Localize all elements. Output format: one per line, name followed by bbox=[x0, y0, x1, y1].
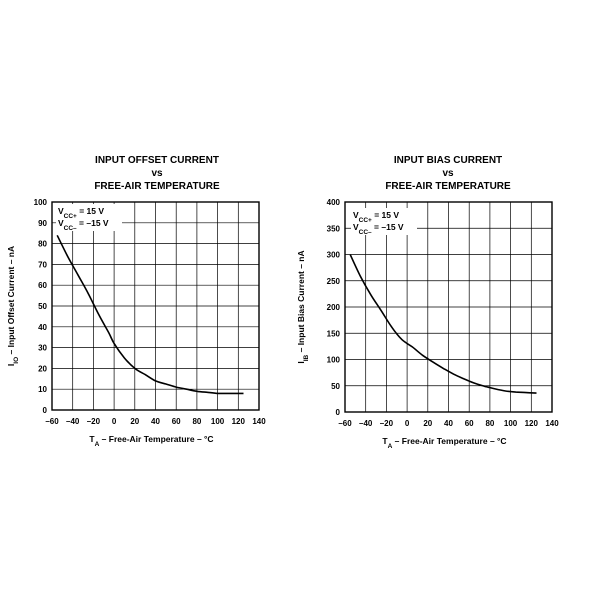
x-tick-label: –60 bbox=[338, 419, 352, 428]
x-axis-label-main: T bbox=[89, 434, 95, 444]
plot-frame bbox=[344, 201, 553, 413]
annotation-background bbox=[351, 208, 417, 235]
chart-title-line-3: FREE-AIR TEMPERATURE bbox=[94, 181, 220, 192]
supply-annotation-positive-subscript: CC+ bbox=[64, 213, 77, 220]
x-tick-label: 140 bbox=[252, 417, 266, 426]
y-tick-label: 50 bbox=[331, 382, 340, 391]
x-axis-label-rest: – Free-Air Temperature – °C bbox=[99, 434, 213, 444]
y-tick-label: 200 bbox=[327, 303, 341, 312]
y-tick-label: 40 bbox=[38, 323, 47, 332]
x-tick-label: 0 bbox=[112, 417, 117, 426]
supply-annotation-positive-rest: = 15 V bbox=[372, 210, 400, 220]
x-axis-label-subscript: A bbox=[388, 443, 393, 450]
y-tick-label: 100 bbox=[34, 198, 48, 207]
y-axis-label-main: I bbox=[6, 364, 16, 366]
y-tick-label: 70 bbox=[38, 260, 47, 269]
supply-annotation-negative-main: V bbox=[58, 218, 64, 228]
y-tick-label: 50 bbox=[38, 302, 47, 311]
x-axis-label-subscript: A bbox=[95, 441, 100, 448]
plot-frame bbox=[51, 201, 260, 411]
chart-title-line-2: vs bbox=[442, 168, 454, 179]
x-tick-label: 80 bbox=[485, 419, 494, 428]
x-tick-label: 20 bbox=[130, 417, 139, 426]
x-axis-label: TA – Free-Air Temperature – °C bbox=[382, 436, 506, 450]
x-tick-label: –20 bbox=[87, 417, 101, 426]
x-tick-label: –40 bbox=[66, 417, 80, 426]
y-axis-label-subscript: IO bbox=[13, 357, 20, 364]
x-axis-label-rest: – Free-Air Temperature – °C bbox=[392, 436, 506, 446]
supply-annotation-positive-subscript: CC+ bbox=[359, 217, 372, 224]
y-tick-label: 300 bbox=[327, 251, 341, 260]
y-tick-label: 90 bbox=[38, 219, 47, 228]
supply-annotation-positive-main: V bbox=[353, 210, 359, 220]
y-tick-label: 150 bbox=[327, 329, 341, 338]
chart-title-line-1: INPUT OFFSET CURRENT bbox=[95, 155, 219, 166]
annotation-background bbox=[56, 204, 122, 231]
y-axis-label-rest: – Input Offset Current – nA bbox=[6, 246, 16, 357]
supply-annotation-positive: VCC+ = 15 V bbox=[353, 210, 399, 224]
x-tick-label: 140 bbox=[545, 419, 559, 428]
y-tick-label: 0 bbox=[43, 406, 48, 415]
y-tick-label: 350 bbox=[327, 224, 341, 233]
chart-title-line-2: vs bbox=[151, 168, 163, 179]
supply-annotation-negative-rest: = –15 V bbox=[77, 218, 109, 228]
x-tick-label: 40 bbox=[444, 419, 453, 428]
y-tick-label: 400 bbox=[327, 198, 341, 207]
y-axis-label: IIB – Input Bias Current – nA bbox=[296, 250, 310, 363]
y-axis-label-rest: – Input Bias Current – nA bbox=[296, 250, 306, 354]
y-axis-label-subscript: IB bbox=[303, 354, 310, 361]
supply-annotation-negative-subscript: CC– bbox=[64, 225, 77, 232]
chart-title-line-1: INPUT BIAS CURRENT bbox=[394, 155, 502, 166]
x-tick-label: 20 bbox=[423, 419, 432, 428]
supply-annotation-positive-main: V bbox=[58, 206, 64, 216]
x-tick-label: 40 bbox=[151, 417, 160, 426]
supply-annotation-negative: VCC– = –15 V bbox=[353, 222, 404, 236]
x-tick-label: 0 bbox=[405, 419, 410, 428]
x-tick-label: 120 bbox=[232, 417, 246, 426]
supply-annotation-positive: VCC+ = 15 V bbox=[58, 206, 104, 220]
y-tick-label: 250 bbox=[327, 277, 341, 286]
y-tick-label: 10 bbox=[38, 385, 47, 394]
x-tick-label: –40 bbox=[359, 419, 373, 428]
x-axis-label: TA – Free-Air Temperature – °C bbox=[89, 434, 213, 448]
supply-annotation-negative-subscript: CC– bbox=[359, 229, 372, 236]
chart-2: INPUT BIAS CURRENT vs FREE-AIR TEMPERATURE… bbox=[296, 155, 559, 450]
series-line bbox=[56, 234, 244, 395]
y-tick-label: 30 bbox=[38, 344, 47, 353]
x-tick-label: 60 bbox=[172, 417, 181, 426]
x-tick-label: –60 bbox=[45, 417, 59, 426]
chart-title-line-3: FREE-AIR TEMPERATURE bbox=[385, 181, 511, 192]
x-tick-label: –20 bbox=[380, 419, 394, 428]
y-tick-label: 0 bbox=[336, 408, 341, 417]
chart-1: INPUT OFFSET CURRENT vs FREE-AIR TEMPERATU… bbox=[6, 155, 266, 448]
supply-annotation-negative-rest: = –15 V bbox=[372, 222, 404, 232]
y-tick-label: 20 bbox=[38, 364, 47, 373]
x-tick-label: 100 bbox=[211, 417, 225, 426]
y-tick-label: 100 bbox=[327, 356, 341, 365]
supply-annotation-negative-main: V bbox=[353, 222, 359, 232]
y-tick-label: 60 bbox=[38, 281, 47, 290]
supply-annotation-positive-rest: = 15 V bbox=[77, 206, 105, 216]
x-tick-label: 120 bbox=[525, 419, 539, 428]
x-tick-label: 100 bbox=[504, 419, 518, 428]
y-tick-label: 80 bbox=[38, 240, 47, 249]
x-axis-label-main: T bbox=[382, 436, 388, 446]
supply-annotation-negative: VCC– = –15 V bbox=[58, 218, 109, 232]
x-tick-label: 60 bbox=[465, 419, 474, 428]
y-axis-label: IIO – Input Offset Current – nA bbox=[6, 246, 20, 366]
y-axis-label-main: I bbox=[296, 361, 306, 363]
series-line bbox=[349, 254, 537, 394]
x-tick-label: 80 bbox=[192, 417, 201, 426]
